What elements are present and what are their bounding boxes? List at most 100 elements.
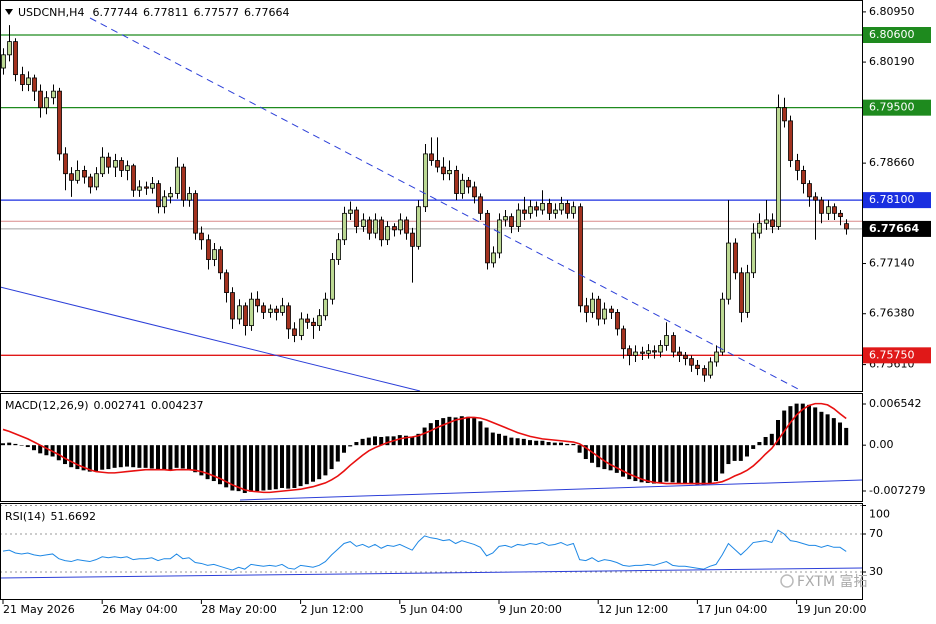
candle-body — [652, 350, 657, 353]
macd-bar — [720, 445, 725, 474]
candle-body — [429, 153, 434, 161]
candle-body — [602, 308, 607, 320]
candle-body — [423, 153, 428, 208]
macd-bar — [13, 443, 18, 446]
macd-bar — [410, 436, 415, 446]
macd-bar — [540, 440, 545, 446]
candle-body — [261, 305, 266, 313]
macd-bar — [497, 433, 501, 446]
candle-body — [671, 335, 676, 353]
macd-bar — [118, 445, 123, 468]
candle-body — [255, 298, 260, 307]
candle-body — [230, 292, 235, 320]
candle-body — [547, 203, 552, 214]
macd-bar — [143, 445, 148, 468]
candle-body — [485, 212, 490, 264]
candle-body — [1, 54, 6, 69]
candle-body — [7, 41, 12, 56]
candle-body — [615, 312, 620, 330]
candle-body — [13, 41, 18, 76]
candle-body — [75, 170, 80, 181]
macd-bar — [695, 445, 700, 485]
candle-body — [44, 97, 49, 109]
candle-body — [392, 226, 397, 231]
panel-border — [0, 0, 863, 392]
candle-body — [398, 219, 403, 231]
macd-bar — [25, 445, 30, 448]
candle-body — [491, 252, 496, 264]
macd-bar — [676, 445, 681, 483]
level-label: 6.80600 — [869, 28, 915, 41]
macd-bar — [658, 445, 663, 483]
candle-body — [367, 219, 372, 234]
plot-layers: 6.809506.801906.786606.771406.763806.756… — [0, 5, 931, 616]
candle-body — [770, 219, 775, 227]
macd-bar — [769, 433, 774, 446]
macd-bar — [249, 445, 253, 492]
macd-bar — [670, 445, 675, 483]
y-tick-label: 6.80190 — [869, 55, 915, 68]
macd-bar — [255, 445, 260, 492]
candle-body — [646, 350, 651, 354]
level-label-box — [863, 27, 931, 44]
macd-bar — [738, 445, 743, 461]
candle-body — [844, 223, 849, 230]
macd-bar — [732, 445, 737, 461]
macd-bar — [776, 419, 780, 446]
macd-bar — [304, 445, 309, 485]
candle-body — [633, 351, 638, 356]
macd-bar — [162, 445, 167, 471]
macd-bar — [205, 445, 210, 480]
collapse-icon[interactable] — [5, 9, 13, 15]
panel-plot — [0, 25, 862, 382]
macd-bar — [81, 445, 86, 471]
candle-body — [733, 242, 738, 274]
x-tick-label: 21 May 2026 — [3, 603, 75, 616]
candle-body — [361, 219, 366, 227]
candle-body — [689, 358, 694, 366]
candle-body — [819, 199, 824, 214]
macd-bar — [714, 445, 718, 482]
candle-body — [274, 308, 279, 313]
macd-bar — [342, 445, 346, 453]
candle-body — [664, 335, 669, 346]
panel-plot — [1, 402, 849, 494]
macd-bar — [565, 443, 570, 446]
trendlines — [0, 17, 801, 391]
candle-body — [69, 173, 74, 181]
candle-body — [590, 298, 595, 313]
candle-body — [292, 328, 297, 336]
symbol: USDCNH,H4 — [18, 6, 84, 19]
macd-bar — [534, 440, 539, 446]
macd-bar — [286, 445, 291, 489]
macd-bar — [466, 416, 470, 446]
candle-body — [206, 239, 211, 260]
macd-bar — [63, 445, 67, 465]
candle-body — [249, 298, 254, 327]
macd-bar — [528, 440, 532, 446]
macd-bar — [435, 419, 439, 446]
macd-bar — [689, 445, 694, 485]
candle-body — [181, 166, 186, 201]
macd-bar — [652, 445, 656, 484]
trendline — [239, 479, 863, 501]
macd-bar — [571, 443, 576, 446]
candle-body — [559, 203, 564, 211]
candle-body — [94, 173, 99, 188]
macd-bar — [800, 403, 805, 446]
panel-border — [0, 393, 863, 502]
level-label-box — [863, 99, 931, 116]
candle-body — [385, 226, 390, 241]
candle-body — [32, 77, 37, 92]
macd-bar — [75, 445, 80, 470]
macd-bar — [521, 438, 526, 446]
panel-border — [0, 503, 863, 600]
macd-bar — [838, 422, 842, 446]
x-tick-label: 5 Jun 04:00 — [400, 603, 463, 616]
candle-body — [243, 305, 248, 327]
watermark-logo — [780, 574, 794, 588]
x-tick-label: 9 Jun 20:00 — [499, 603, 562, 616]
candle-body — [280, 305, 285, 313]
macd-bar — [825, 414, 830, 446]
macd-bar — [757, 442, 762, 446]
